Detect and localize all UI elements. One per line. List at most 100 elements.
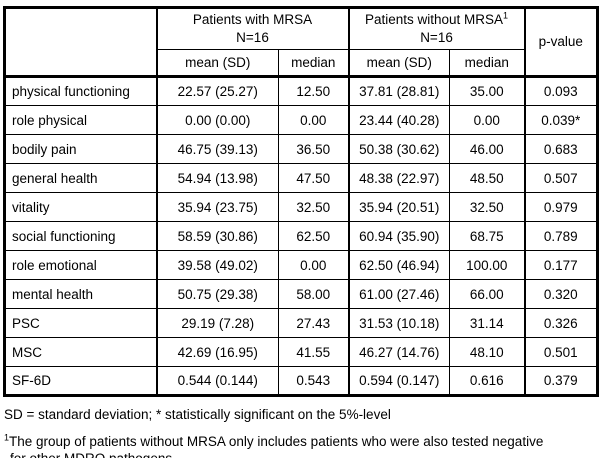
group2-mean-sd-cell: 46.27 (14.76) bbox=[348, 337, 451, 368]
row-label-cell: PSC bbox=[4, 308, 158, 339]
mrsa-qol-comparison-table: Patients with MRSA N=16 Patients without… bbox=[3, 6, 600, 398]
p-value-cell: 0.507 bbox=[524, 163, 599, 194]
group2-title: Patients without MRSA bbox=[364, 12, 504, 27]
group2-mean-sd-cell: 48.38 (22.97) bbox=[348, 163, 451, 194]
group1-mean-sd-cell: 29.19 (7.28) bbox=[156, 308, 279, 339]
group2-mean-sd-cell: 60.94 (35.90) bbox=[348, 221, 451, 252]
group2-mean-sd-cell: 0.594 (0.147) bbox=[348, 366, 451, 397]
row-label-cell: bodily pain bbox=[4, 134, 158, 165]
group2-n: N=16 bbox=[420, 30, 453, 46]
subheader-mean-sd-group1: mean (SD) bbox=[156, 49, 279, 79]
footnote-marker-1: 1 bbox=[4, 432, 10, 443]
subheader-row: mean (SD) median mean (SD) median bbox=[5, 49, 598, 79]
group1-median-cell: 36.50 bbox=[277, 134, 350, 165]
group2-median-cell: 48.10 bbox=[449, 337, 526, 368]
p-value-column-header: p-value bbox=[524, 6, 599, 79]
group2-mean-sd-cell: 35.94 (20.51) bbox=[348, 192, 451, 223]
table-row: MSC 42.69 (16.95) 41.55 46.27 (14.76) 48.10 0… bbox=[4, 337, 599, 368]
group2-median-cell: 48.50 bbox=[449, 163, 526, 194]
footnote-mrsa-group-definition: 1The group of patients without MRSA only… bbox=[4, 433, 556, 458]
table-row: PSC 29.19 (7.28) 27.43 31.53 (10.18) 31.14 0.… bbox=[4, 308, 599, 339]
group1-n: N=16 bbox=[236, 30, 269, 46]
group1-mean-sd-cell: 50.75 (29.38) bbox=[156, 279, 279, 310]
p-value-cell: 0.326 bbox=[524, 308, 599, 339]
group2-mean-sd-cell: 37.81 (28.81) bbox=[348, 76, 451, 107]
subheader-median-group1: median bbox=[277, 49, 350, 79]
group1-median-cell: 0.00 bbox=[277, 250, 350, 281]
group1-median-cell: 27.43 bbox=[277, 308, 350, 339]
group-header-patients-with-mrsa: Patients with MRSA N=16 bbox=[155, 6, 350, 51]
group2-mean-sd-cell: 23.44 (40.28) bbox=[348, 105, 451, 136]
group2-median-cell: 31.14 bbox=[449, 308, 526, 339]
group1-median-cell: 47.50 bbox=[277, 163, 350, 194]
group2-median-cell: 46.00 bbox=[449, 134, 526, 165]
table-row: bodily pain 46.75 (39.13) 36.50 50.38 (30.6… bbox=[4, 134, 599, 165]
group2-median-cell: 66.00 bbox=[449, 279, 526, 310]
row-label-cell: mental health bbox=[4, 279, 158, 310]
subheader-mean-sd-group2: mean (SD) bbox=[348, 49, 451, 79]
p-value-cell: 0.979 bbox=[524, 192, 599, 223]
group1-title: Patients with MRSA bbox=[192, 12, 313, 27]
row-label-cell: role physical bbox=[4, 105, 158, 136]
p-value-cell: 0.093 bbox=[524, 76, 599, 107]
group1-median-cell: 58.00 bbox=[277, 279, 350, 310]
p-value-cell: 0.789 bbox=[524, 221, 599, 252]
group1-mean-sd-cell: 39.58 (49.02) bbox=[156, 250, 279, 281]
p-value-cell: 0.177 bbox=[524, 250, 599, 281]
group1-mean-sd-cell: 46.75 (39.13) bbox=[156, 134, 279, 165]
p-value-cell: 0.039* bbox=[524, 105, 599, 136]
table-body: physical functioning 22.57 (25.27) 12.50 37… bbox=[4, 76, 599, 397]
table-header: Patients with MRSA N=16 Patients without… bbox=[4, 6, 599, 79]
group-header-row: Patients with MRSA N=16 Patients without… bbox=[4, 6, 599, 79]
group2-mean-sd-cell: 50.38 (30.62) bbox=[348, 134, 451, 165]
group1-median-cell: 62.50 bbox=[277, 221, 350, 252]
table-row: role physical 0.00 (0.00) 0.00 23.44 (40.28… bbox=[4, 105, 599, 136]
subheader-median-group2: median bbox=[449, 49, 526, 79]
table-row: mental health 50.75 (29.38) 58.00 61.00 (27… bbox=[4, 279, 599, 310]
row-label-cell: general health bbox=[4, 163, 158, 194]
group1-median-cell: 12.50 bbox=[277, 76, 350, 107]
group1-mean-sd-cell: 0.544 (0.144) bbox=[156, 366, 279, 397]
group1-mean-sd-cell: 0.00 (0.00) bbox=[156, 105, 279, 136]
group1-mean-sd-cell: 22.57 (25.27) bbox=[156, 76, 279, 107]
group1-mean-sd-cell: 35.94 (23.75) bbox=[156, 192, 279, 223]
row-label-cell: physical functioning bbox=[4, 76, 158, 107]
group1-median-cell: 0.00 bbox=[277, 105, 350, 136]
group2-mean-sd-cell: 31.53 (10.18) bbox=[348, 308, 451, 339]
group1-mean-sd-cell: 42.69 (16.95) bbox=[156, 337, 279, 368]
group1-median-cell: 32.50 bbox=[277, 192, 350, 223]
table-row: SF-6D 0.544 (0.144) 0.543 0.594 (0.147) 0.61… bbox=[4, 366, 599, 397]
table-row: role emotional 39.58 (49.02) 0.00 62.50 (46… bbox=[4, 250, 599, 281]
group1-mean-sd-cell: 54.94 (13.98) bbox=[156, 163, 279, 194]
group2-median-cell: 0.00 bbox=[449, 105, 526, 136]
group2-median-cell: 32.50 bbox=[449, 192, 526, 223]
group2-median-cell: 68.75 bbox=[449, 221, 526, 252]
table-row: physical functioning 22.57 (25.27) 12.50 37… bbox=[4, 76, 599, 107]
group2-mean-sd-cell: 62.50 (46.94) bbox=[348, 250, 451, 281]
row-label-cell: social functioning bbox=[4, 221, 158, 252]
table-row: general health 54.94 (13.98) 47.50 48.38 (2… bbox=[4, 163, 599, 194]
group2-median-cell: 35.00 bbox=[449, 76, 526, 107]
footnote-mrsa-text: The group of patients without MRSA only … bbox=[9, 433, 544, 458]
group2-median-cell: 100.00 bbox=[449, 250, 526, 281]
row-label-cell: vitality bbox=[4, 192, 158, 223]
footnote-sd-definition: SD = standard deviation; * statistically… bbox=[4, 407, 391, 423]
p-value-cell: 0.320 bbox=[524, 279, 599, 310]
group1-median-cell: 41.55 bbox=[277, 337, 350, 368]
group1-mean-sd-cell: 58.59 (30.86) bbox=[156, 221, 279, 252]
group2-footnote-marker: 1 bbox=[503, 10, 509, 21]
group2-mean-sd-cell: 61.00 (27.46) bbox=[348, 279, 451, 310]
p-value-cell: 0.379 bbox=[524, 366, 599, 397]
group1-median-cell: 0.543 bbox=[277, 366, 350, 397]
p-value-cell: 0.683 bbox=[524, 134, 599, 165]
row-label-cell: role emotional bbox=[4, 250, 158, 281]
group2-median-cell: 0.616 bbox=[449, 366, 526, 397]
row-label-cell: SF-6D bbox=[4, 366, 158, 397]
group-header-patients-without-mrsa: Patients without MRSA1 N=16 bbox=[348, 6, 526, 51]
table-row: social functioning 58.59 (30.86) 62.50 60.9… bbox=[4, 221, 599, 252]
table-row: vitality 35.94 (23.75) 32.50 35.94 (20.51) 3… bbox=[4, 192, 599, 223]
corner-empty-cell bbox=[4, 6, 158, 79]
p-value-cell: 0.501 bbox=[524, 337, 599, 368]
row-label-cell: MSC bbox=[4, 337, 158, 368]
